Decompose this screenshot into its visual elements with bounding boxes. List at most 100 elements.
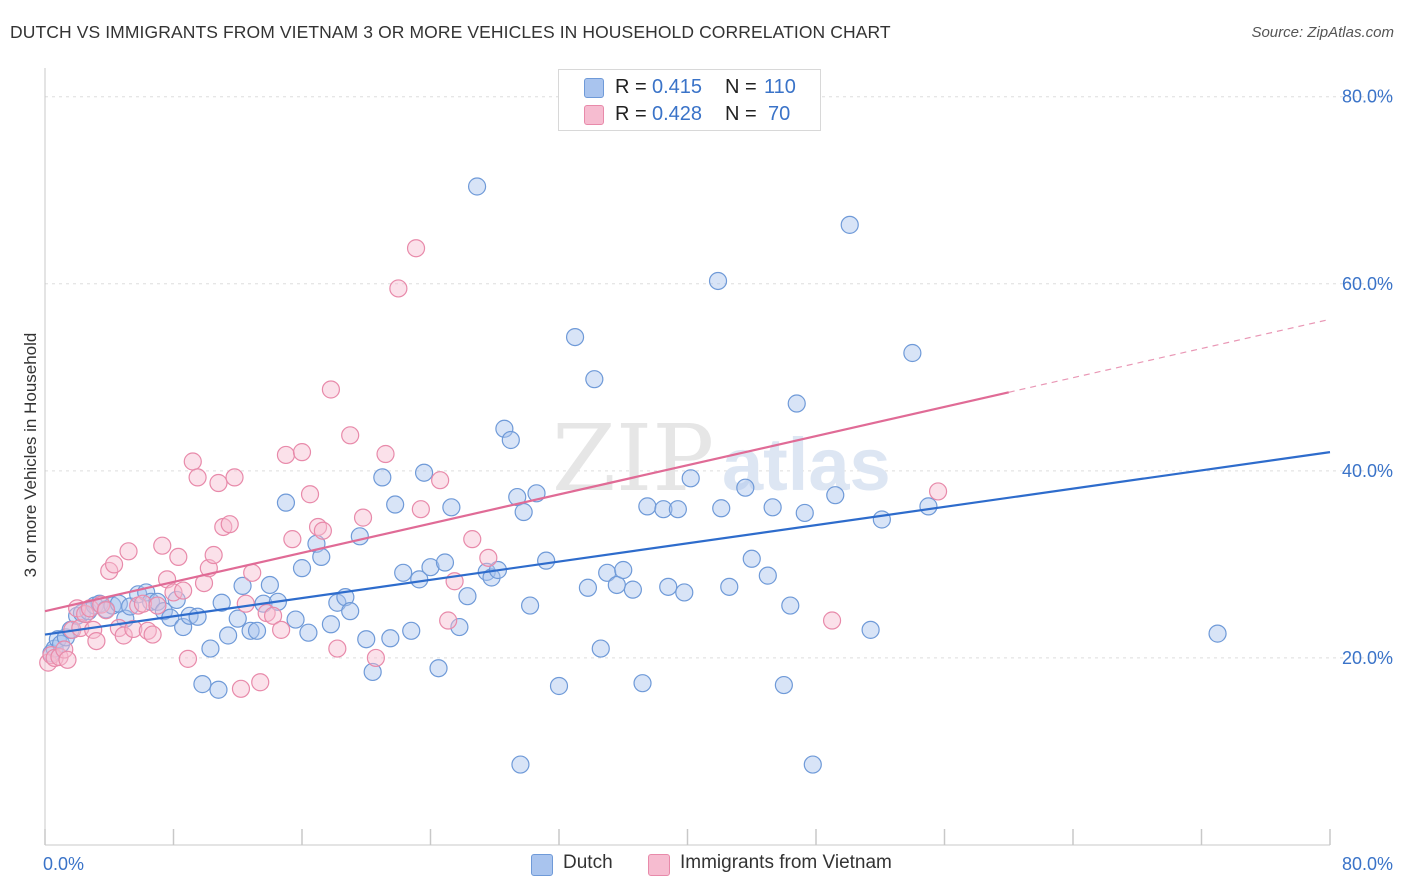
point-dutch [350, 527, 369, 546]
legend-swatch-dutch [584, 78, 604, 98]
point-dutch [659, 577, 678, 596]
series-legend: Dutch Immigrants from Vietnam [0, 850, 1406, 880]
point-vietnam [292, 443, 312, 462]
point-dutch [712, 499, 731, 518]
y-tick-label: 20.0% [1342, 648, 1393, 668]
y-axis-title: 3 or more Vehicles in Household [21, 333, 40, 578]
point-dutch [591, 639, 610, 658]
point-dutch [708, 271, 728, 291]
point-vietnam [133, 594, 153, 613]
point-vietnam [153, 536, 172, 555]
point-dutch [212, 593, 231, 612]
point-dutch [414, 463, 434, 482]
point-vietnam [439, 611, 458, 630]
point-vietnam [169, 547, 188, 567]
point-dutch [774, 675, 793, 695]
stats-legend: R = 0.415 N = 110 R = 0.428 N = 70 [558, 69, 821, 131]
point-dutch [312, 547, 331, 567]
point-vietnam [251, 673, 270, 692]
point-dutch [578, 578, 598, 597]
point-dutch [514, 502, 533, 522]
point-vietnam [353, 508, 373, 527]
point-dutch [675, 583, 694, 602]
point-vietnam [463, 530, 482, 549]
point-dutch [209, 680, 228, 699]
y-tick-label: 40.0% [1342, 461, 1393, 481]
point-dutch [668, 500, 687, 519]
point-vietnam [96, 601, 116, 620]
point-vietnam [822, 611, 842, 630]
point-dutch [228, 609, 247, 628]
point-dutch [537, 551, 556, 570]
legend-n-value-vietnam: 70 [768, 103, 791, 125]
point-vietnam [114, 626, 133, 645]
watermark-zip: ZIP [552, 405, 714, 512]
point-dutch [795, 503, 814, 523]
point-dutch [402, 621, 421, 640]
point-dutch [549, 676, 569, 696]
point-vietnam [174, 581, 193, 600]
point-dutch [188, 607, 207, 626]
point-dutch [654, 500, 673, 519]
point-dutch [241, 621, 260, 640]
point-dutch [299, 623, 318, 642]
point-dutch [919, 497, 938, 516]
point-dutch [638, 497, 657, 516]
chart-title: DUTCH VS IMMIGRANTS FROM VIETNAM 3 OR MO… [10, 22, 891, 42]
point-dutch [276, 493, 296, 512]
trend-line-vietnam [44, 391, 1009, 613]
point-dutch [467, 177, 487, 196]
point-dutch [193, 675, 212, 694]
point-dutch [501, 430, 520, 450]
point-vietnam [389, 279, 408, 298]
point-dutch [520, 596, 540, 615]
point-dutch [363, 662, 382, 682]
point-vietnam [220, 515, 239, 534]
point-vietnam [55, 640, 74, 659]
point-dutch [585, 370, 604, 389]
y-tick-label: 80.0% [1342, 87, 1393, 107]
legend-r-value-dutch: 0.415 [652, 76, 703, 98]
point-vietnam [76, 604, 95, 624]
point-dutch [286, 610, 305, 629]
point-dutch [373, 468, 392, 487]
series-dutch [42, 177, 1227, 774]
point-vietnam [283, 530, 302, 549]
point-dutch [495, 419, 514, 438]
point-dutch [341, 602, 360, 621]
x-tick-label: 80.0% [1342, 854, 1393, 874]
point-dutch [903, 343, 922, 363]
watermark-atlas: atlas [722, 423, 891, 506]
point-vietnam [366, 648, 385, 668]
point-dutch [321, 615, 341, 634]
point-vietnam [87, 631, 106, 651]
point-vietnam [148, 596, 167, 615]
point-vietnam [263, 606, 283, 625]
grid-lines [45, 96, 1392, 659]
point-dutch [861, 620, 880, 639]
point-vietnam [236, 594, 255, 613]
point-dutch [394, 563, 413, 582]
point-dutch [840, 215, 859, 234]
point-dutch [174, 617, 193, 637]
point-dutch [781, 596, 800, 615]
watermark: ZIP atlas [552, 405, 891, 512]
point-dutch [681, 469, 700, 488]
point-vietnam [300, 485, 320, 504]
point-vietnam [188, 468, 207, 487]
point-vietnam [178, 649, 198, 668]
point-vietnam [431, 471, 450, 490]
point-vietnam [272, 620, 291, 639]
point-dutch [758, 566, 777, 585]
point-vietnam [231, 679, 251, 698]
point-vietnam [328, 639, 347, 658]
point-dutch [357, 630, 376, 649]
legend-row-vietnam: R = 0.428 N = 70 [559, 101, 820, 129]
point-dutch [386, 495, 405, 514]
point-dutch [233, 576, 252, 596]
point-vietnam [406, 239, 426, 258]
point-dutch [633, 674, 652, 693]
point-dutch [614, 560, 633, 580]
point-vietnam [143, 625, 162, 644]
